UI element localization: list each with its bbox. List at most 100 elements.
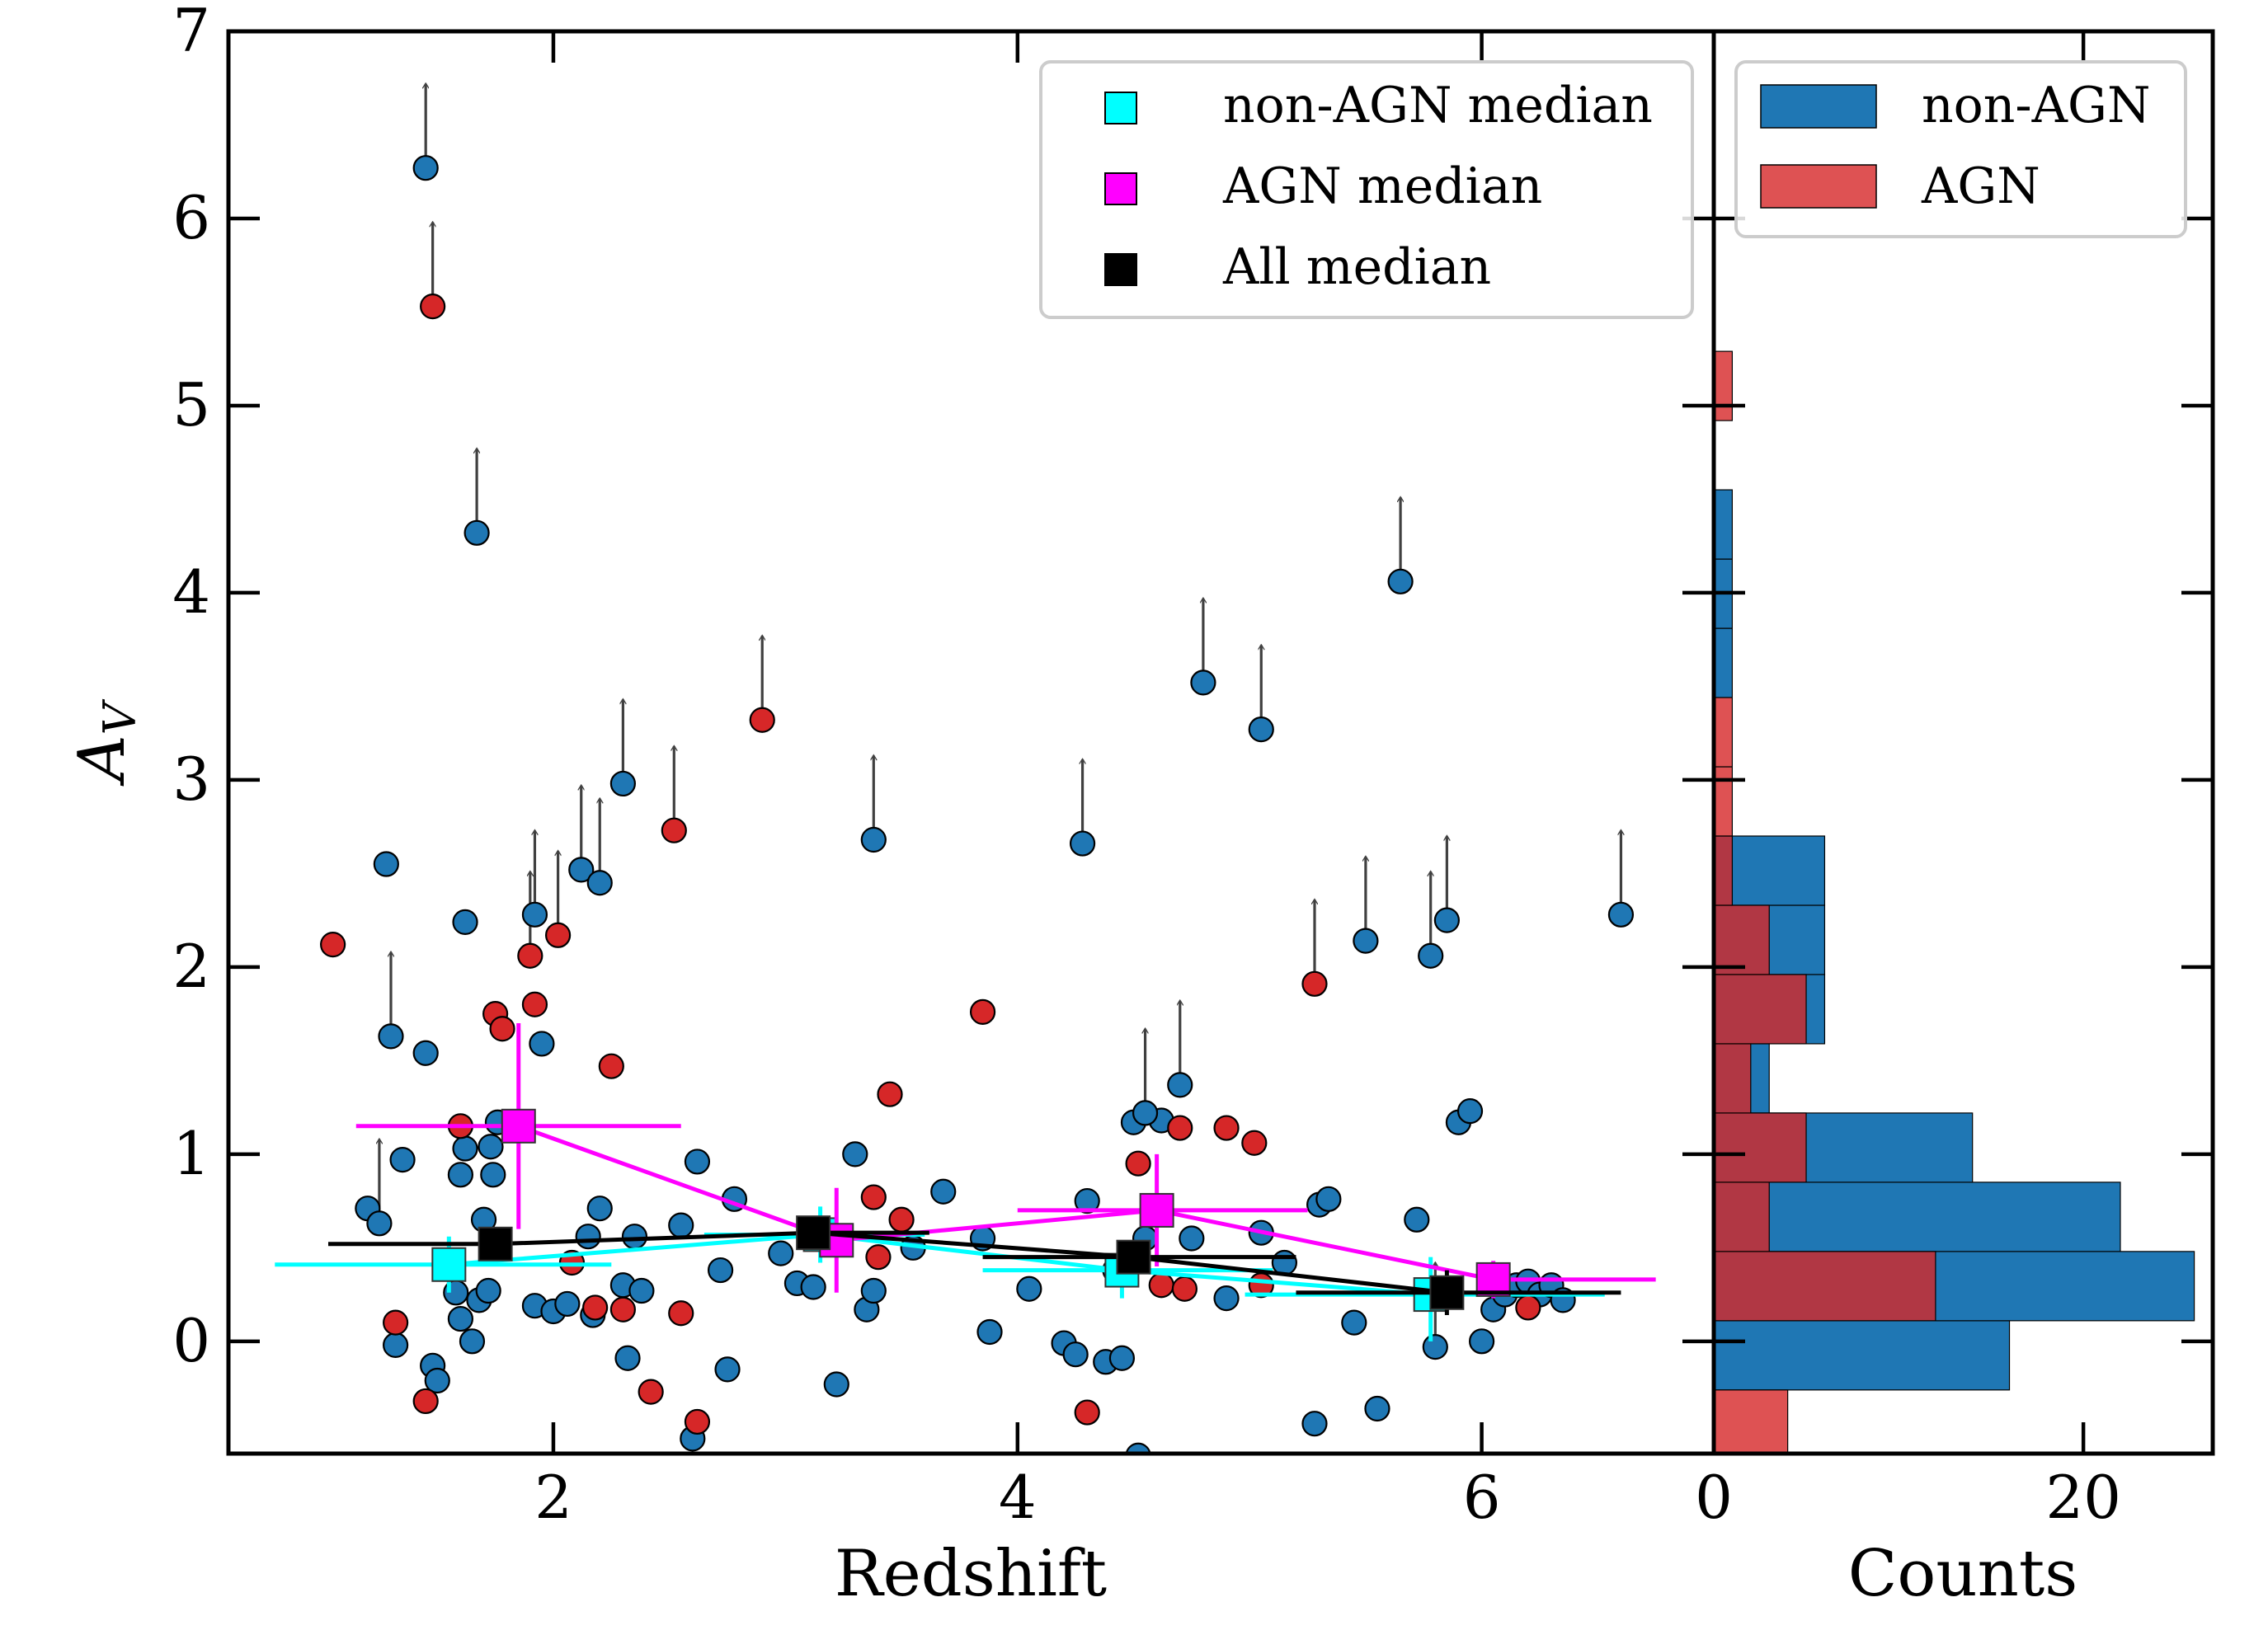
nonagn-point bbox=[1404, 1206, 1430, 1233]
nonagn-limit-point bbox=[1418, 942, 1444, 969]
legend-label-all-median: All median bbox=[1222, 238, 1491, 296]
histogram-legend: non-AGN AGN bbox=[1734, 60, 2187, 238]
nonagn-point bbox=[628, 1277, 655, 1304]
y-tick-label: 5 bbox=[172, 370, 210, 439]
agn-histogram-bar bbox=[1713, 350, 1734, 421]
nonagn-median-marker bbox=[431, 1247, 467, 1282]
nonagn-histogram-bar bbox=[1713, 489, 1734, 560]
y-tick-label: 1 bbox=[172, 1119, 210, 1188]
y-tick-label: 3 bbox=[172, 745, 210, 814]
agn-point bbox=[668, 1300, 694, 1327]
agn-median-marker bbox=[1139, 1192, 1174, 1228]
histogram-x-tick-label: 0 bbox=[1695, 1463, 1733, 1532]
nonagn-limit-point bbox=[860, 826, 887, 853]
agn-histogram-bar bbox=[1713, 835, 1734, 906]
agn-limit-point bbox=[1301, 970, 1328, 997]
nonagn-point bbox=[554, 1290, 581, 1318]
nonagn-point bbox=[823, 1371, 849, 1398]
agn-limit-point bbox=[749, 707, 775, 733]
nonagn-histogram-bar bbox=[1713, 627, 1734, 698]
nonagn-point bbox=[930, 1178, 957, 1205]
nonagn-limit-point bbox=[1167, 1072, 1193, 1098]
nonagn-point bbox=[707, 1257, 734, 1284]
nonagn-point bbox=[478, 1134, 504, 1160]
legend-label-nonagn-median: non-AGN median bbox=[1223, 77, 1653, 134]
legend-marker-all-median bbox=[1104, 253, 1137, 286]
nonagn-limit-point bbox=[521, 901, 548, 928]
agn-point bbox=[320, 932, 346, 958]
nonagn-point bbox=[447, 1162, 474, 1188]
nonagn-point bbox=[1456, 1098, 1484, 1125]
histogram-x-tick-label: 20 bbox=[2045, 1463, 2121, 1532]
nonagn-limit-point bbox=[1069, 830, 1096, 857]
all-median-marker bbox=[796, 1215, 831, 1251]
agn-median-marker bbox=[501, 1108, 536, 1144]
agn-point bbox=[582, 1294, 609, 1321]
histogram-panel: 0 20 Counts non-AGN AGN bbox=[1695, 29, 2215, 1611]
agn-histogram-bar bbox=[1713, 974, 1807, 1045]
legend-patch-nonagn bbox=[1760, 84, 1877, 129]
nonagn-point bbox=[1074, 1187, 1100, 1214]
all-median-marker bbox=[1116, 1239, 1151, 1275]
x-tick-label: 6 bbox=[1463, 1463, 1501, 1532]
nonagn-point bbox=[1213, 1285, 1240, 1312]
agn-point bbox=[1213, 1115, 1240, 1141]
y-axis-label: AV bbox=[65, 698, 146, 786]
nonagn-limit-point bbox=[568, 857, 595, 883]
agn-limit-point bbox=[420, 294, 446, 320]
nonagn-point bbox=[452, 909, 478, 935]
nonagn-point bbox=[389, 1147, 416, 1173]
nonagn-point bbox=[860, 1277, 887, 1304]
nonagn-point bbox=[1468, 1328, 1495, 1355]
nonagn-point bbox=[800, 1274, 826, 1300]
agn-limit-point bbox=[661, 817, 687, 843]
nonagn-point bbox=[575, 1224, 601, 1250]
nonagn-point bbox=[480, 1162, 506, 1188]
nonagn-point bbox=[459, 1328, 486, 1355]
nonagn-point bbox=[424, 1367, 450, 1394]
nonagn-point bbox=[1301, 1411, 1328, 1437]
nonagn-limit-point bbox=[1353, 928, 1379, 954]
agn-point bbox=[888, 1206, 915, 1233]
nonagn-point bbox=[842, 1141, 868, 1167]
agn-point bbox=[412, 1388, 439, 1415]
agn-point bbox=[877, 1081, 903, 1107]
agn-point bbox=[1515, 1294, 1541, 1321]
main-legend-box bbox=[1039, 60, 1694, 319]
nonagn-limit-point bbox=[412, 155, 439, 181]
nonagn-limit-point bbox=[1387, 568, 1414, 594]
nonagn-limit-point bbox=[463, 519, 490, 546]
agn-point bbox=[489, 1016, 515, 1042]
all-median-marker bbox=[1429, 1275, 1465, 1310]
agn-point bbox=[638, 1379, 664, 1405]
legend-marker-nonagn-median bbox=[1104, 92, 1137, 124]
nonagn-median-line bbox=[449, 1232, 1431, 1297]
nonagn-point bbox=[475, 1277, 501, 1304]
legend-label-agn-median: AGN median bbox=[1222, 157, 1542, 215]
legend-label-agn: AGN bbox=[1921, 157, 2040, 215]
nonagn-limit-point bbox=[378, 1023, 404, 1050]
nonagn-point bbox=[976, 1318, 1003, 1346]
nonagn-limit-point bbox=[1607, 901, 1635, 928]
agn-point bbox=[1171, 1276, 1198, 1302]
agn-histogram-bar bbox=[1713, 904, 1770, 975]
main-legend: non-AGN median AGN median All median bbox=[1039, 60, 1694, 319]
nonagn-point bbox=[1016, 1276, 1042, 1302]
nonagn-point bbox=[714, 1356, 741, 1383]
agn-point bbox=[969, 998, 996, 1025]
main-plot-area bbox=[275, 84, 1656, 1454]
nonagn-histogram-bar bbox=[1713, 1320, 2011, 1391]
agn-point bbox=[1167, 1115, 1193, 1141]
legend-patch-agn bbox=[1760, 164, 1877, 209]
nonagn-limit-point bbox=[609, 770, 636, 797]
y-tick-label: 4 bbox=[172, 557, 210, 627]
nonagn-limit-point bbox=[1132, 1100, 1159, 1126]
y-tick-label: 2 bbox=[172, 932, 210, 1001]
nonagn-point bbox=[1108, 1345, 1136, 1371]
nonagn-point bbox=[1271, 1249, 1297, 1276]
histogram-x-axis-label: Counts bbox=[1848, 1537, 2077, 1611]
nonagn-point bbox=[529, 1031, 555, 1057]
nonagn-limit-point bbox=[1422, 1334, 1448, 1360]
agn-point bbox=[684, 1408, 711, 1435]
